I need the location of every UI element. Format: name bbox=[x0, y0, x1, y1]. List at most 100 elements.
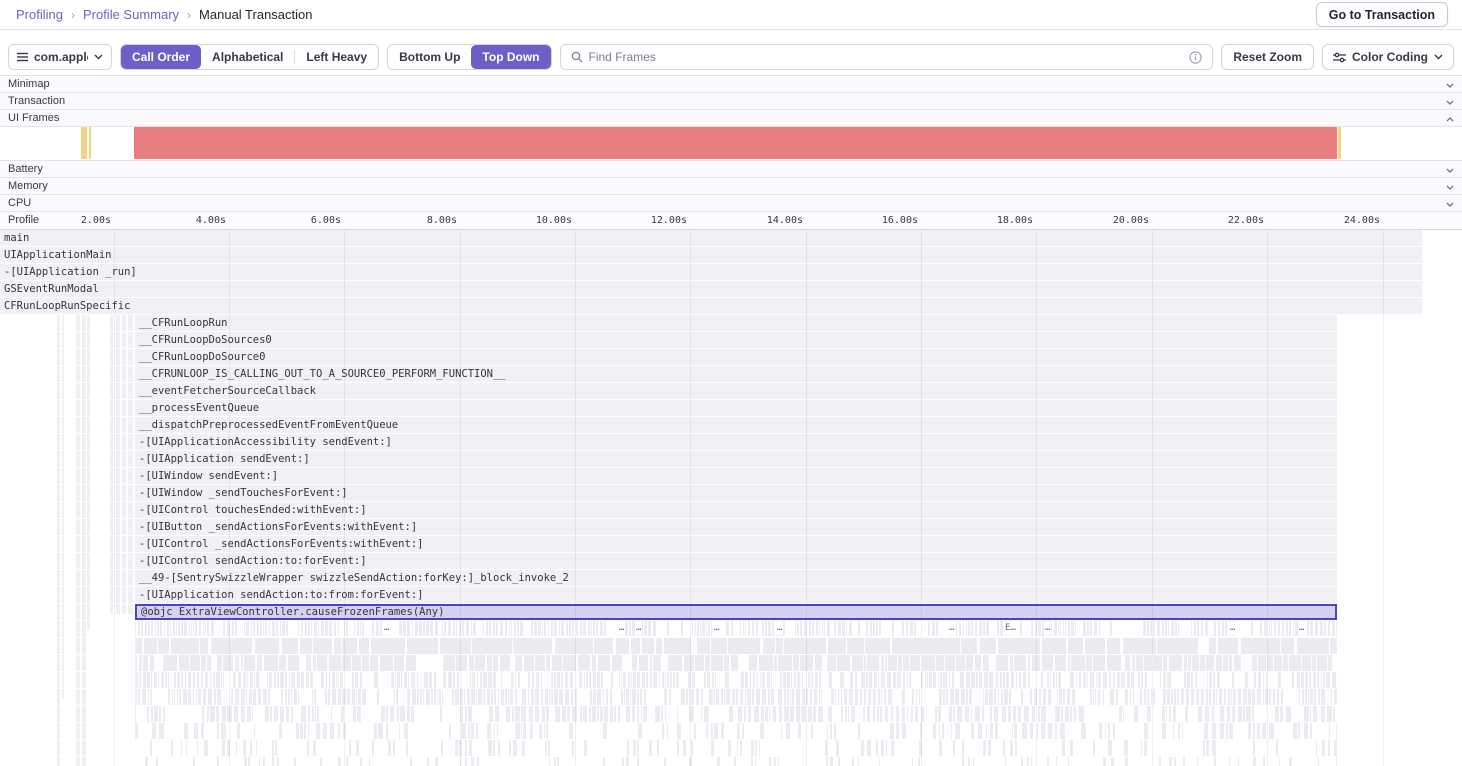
flame-frame-small[interactable] bbox=[1187, 672, 1190, 688]
flame-frame-small[interactable] bbox=[576, 621, 578, 636]
flame-frame-small[interactable] bbox=[1253, 740, 1255, 756]
flame-frame-small[interactable] bbox=[249, 689, 252, 705]
flame-frame-small[interactable] bbox=[216, 672, 220, 688]
flame-frame-small[interactable] bbox=[637, 689, 639, 705]
flame-frame-small[interactable] bbox=[282, 621, 285, 636]
flame-frame-small[interactable] bbox=[524, 655, 534, 671]
flame-frame-small[interactable] bbox=[155, 621, 156, 636]
flame-frame-small[interactable] bbox=[565, 689, 569, 705]
flame-frame-small[interactable] bbox=[1238, 706, 1242, 722]
flame-frame-small[interactable] bbox=[811, 672, 813, 688]
flame-frame-small[interactable] bbox=[346, 621, 348, 636]
flame-frame-small[interactable] bbox=[962, 757, 964, 766]
flame-frame-small[interactable] bbox=[1038, 706, 1040, 722]
flame-frame-small[interactable] bbox=[786, 723, 790, 739]
flame-frame-small[interactable] bbox=[1075, 621, 1076, 636]
flame-frame-small[interactable] bbox=[873, 706, 875, 722]
flame-frame-small[interactable] bbox=[1079, 672, 1081, 688]
flame-frame-small[interactable] bbox=[745, 689, 746, 705]
flame-frame-small[interactable] bbox=[411, 672, 415, 688]
flame-frame-small[interactable] bbox=[903, 672, 905, 688]
flame-frame-small[interactable] bbox=[911, 706, 913, 722]
flame-frame-small[interactable] bbox=[270, 706, 272, 722]
flame-frame-small[interactable] bbox=[1162, 621, 1164, 636]
flame-frame-small[interactable] bbox=[946, 689, 948, 705]
flame-frame-small[interactable] bbox=[1302, 689, 1304, 705]
flame-frame-small[interactable] bbox=[742, 723, 744, 739]
flame-frame-small[interactable] bbox=[796, 689, 800, 705]
flame-frame-small[interactable] bbox=[1328, 621, 1330, 636]
flame-frame-small[interactable] bbox=[794, 672, 796, 688]
flame-frame[interactable]: __49-[SentrySwizzleWrapper swizzleSendAc… bbox=[135, 570, 1337, 586]
flame-frame-small[interactable] bbox=[157, 621, 159, 636]
flame-frame-small[interactable] bbox=[269, 672, 272, 688]
flame-frame-small[interactable] bbox=[487, 689, 490, 705]
flame-frame-small[interactable] bbox=[505, 621, 507, 636]
flame-frame-small[interactable] bbox=[714, 723, 718, 739]
flame-frame-small[interactable] bbox=[1216, 655, 1222, 671]
flame-frame-small[interactable] bbox=[435, 621, 438, 636]
flame-frame-small[interactable] bbox=[246, 689, 247, 705]
flame-frame-small[interactable] bbox=[642, 672, 645, 688]
flame-frame-small[interactable] bbox=[1125, 757, 1128, 766]
flame-frame-small[interactable] bbox=[557, 757, 559, 766]
flame-frame-small[interactable] bbox=[697, 638, 710, 654]
flame-frame-small[interactable] bbox=[868, 689, 871, 705]
flame-frame-small[interactable] bbox=[712, 672, 714, 688]
flame-frame-small[interactable] bbox=[815, 655, 822, 671]
flame-frame-small[interactable] bbox=[1185, 706, 1188, 722]
flame-frame-small[interactable] bbox=[858, 757, 859, 766]
flame-frame-small[interactable] bbox=[707, 672, 710, 688]
flame-frame-small[interactable] bbox=[731, 655, 738, 671]
flame-frame-small[interactable] bbox=[774, 655, 777, 671]
flame-frame-small[interactable] bbox=[546, 655, 550, 671]
flame-frame-small[interactable] bbox=[1186, 689, 1189, 705]
flame-frame-small[interactable] bbox=[406, 740, 408, 756]
flame-frame-small[interactable] bbox=[1163, 689, 1166, 705]
flame-frame-small[interactable] bbox=[692, 672, 695, 688]
flame-frame-small[interactable] bbox=[357, 621, 359, 636]
flame-frame-small[interactable] bbox=[338, 757, 341, 766]
flame-frame-small[interactable] bbox=[1032, 706, 1035, 722]
flame-frame-small[interactable] bbox=[377, 689, 379, 705]
flame-frame-small[interactable] bbox=[1200, 655, 1205, 671]
flame-frame-small[interactable] bbox=[156, 757, 158, 766]
flame-frame-small[interactable] bbox=[583, 706, 587, 722]
flame-frame-small[interactable] bbox=[471, 723, 474, 739]
flame-frame-small[interactable] bbox=[773, 706, 776, 722]
flame-frame-small[interactable] bbox=[285, 689, 287, 705]
flame-frame-small[interactable] bbox=[1281, 689, 1283, 705]
flame-frame-small[interactable] bbox=[191, 621, 192, 636]
flame-frame-small[interactable] bbox=[280, 621, 281, 636]
flame-frame-small[interactable] bbox=[531, 689, 534, 705]
flame-frame-small[interactable] bbox=[939, 689, 942, 705]
flame-frame-small[interactable] bbox=[211, 638, 252, 654]
flame-frame-small[interactable] bbox=[610, 689, 612, 705]
flame-frame-small[interactable] bbox=[881, 740, 884, 756]
flame-frame-small[interactable] bbox=[1274, 655, 1282, 671]
flame-frame-small[interactable] bbox=[1217, 672, 1220, 688]
flame-frame-small[interactable] bbox=[300, 723, 303, 739]
flame-frame-small[interactable] bbox=[1103, 757, 1106, 766]
flame-frame-small[interactable] bbox=[902, 706, 905, 722]
flame-frame-small[interactable] bbox=[721, 689, 723, 705]
flame-frame-small[interactable] bbox=[1110, 689, 1114, 705]
flame-frame-small[interactable] bbox=[164, 621, 165, 636]
flame-frame-small[interactable] bbox=[515, 655, 522, 671]
flame-frame-small[interactable] bbox=[1201, 689, 1204, 705]
flame-frame-small[interactable] bbox=[962, 740, 964, 756]
flame-frame-small[interactable] bbox=[544, 723, 545, 739]
flame-frame-small[interactable] bbox=[870, 621, 872, 636]
flame-frame-small[interactable] bbox=[486, 621, 488, 636]
flame-frame-small[interactable] bbox=[251, 621, 252, 636]
flame-frame-small[interactable] bbox=[624, 689, 625, 705]
flame-frame-small[interactable] bbox=[515, 672, 516, 688]
flame-frame-small[interactable] bbox=[1312, 655, 1316, 671]
flame-frame-small[interactable] bbox=[751, 757, 753, 766]
flame-frame-small[interactable] bbox=[1214, 757, 1216, 766]
flame-frame-small[interactable] bbox=[325, 689, 327, 705]
flame-frame-small[interactable] bbox=[864, 655, 866, 671]
flame-frame-small[interactable] bbox=[1252, 655, 1257, 671]
flame-frame-small[interactable] bbox=[1273, 689, 1275, 705]
flame-frame-small[interactable] bbox=[1298, 723, 1300, 739]
